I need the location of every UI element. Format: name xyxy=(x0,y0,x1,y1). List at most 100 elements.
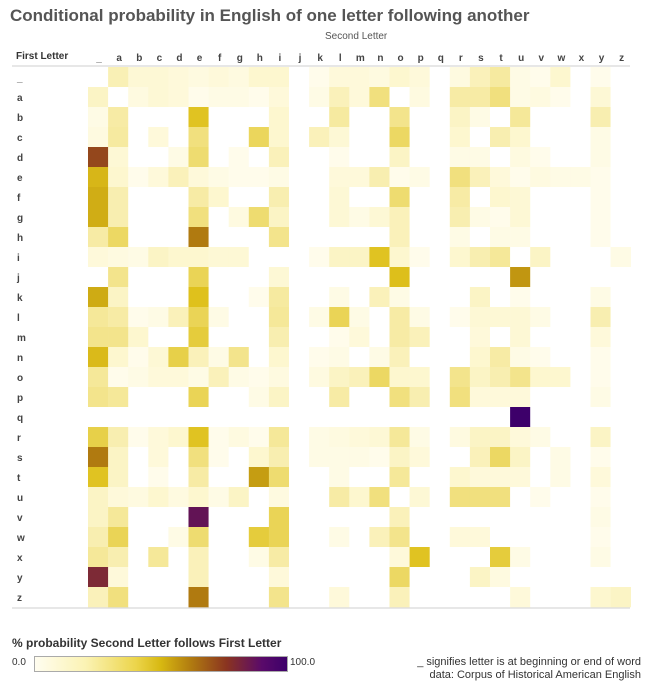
heatmap-cell-y-t[interactable] xyxy=(490,567,511,588)
heatmap-cell-x-s[interactable] xyxy=(469,547,491,568)
heatmap-cell-i-h[interactable] xyxy=(248,247,270,268)
heatmap-cell-n-w[interactable] xyxy=(550,347,571,368)
heatmap-cell-f-s[interactable] xyxy=(469,187,491,208)
heatmap-cell-e-f[interactable] xyxy=(208,167,229,188)
heatmap-cell-p-q[interactable] xyxy=(429,387,451,408)
heatmap-cell-r-w[interactable] xyxy=(550,427,571,448)
heatmap-cell-i-d[interactable] xyxy=(168,247,189,268)
heatmap-cell-g-s[interactable] xyxy=(469,207,491,228)
heatmap-cell-b-u[interactable] xyxy=(510,107,531,128)
heatmap-cell-a-y[interactable] xyxy=(590,87,611,108)
heatmap-cell-v-k[interactable] xyxy=(309,507,330,528)
heatmap-cell-v-i[interactable] xyxy=(268,507,290,528)
heatmap-cell-f-a[interactable] xyxy=(108,187,129,208)
heatmap-cell-c-z[interactable] xyxy=(610,127,631,148)
heatmap-cell-l-g[interactable] xyxy=(228,307,250,328)
heatmap-cell-t-k[interactable] xyxy=(309,467,330,488)
heatmap-cell-b-g[interactable] xyxy=(228,107,250,128)
heatmap-cell-j-b[interactable] xyxy=(128,267,149,288)
heatmap-cell-q-z[interactable] xyxy=(610,407,631,428)
heatmap-cell-e-j[interactable] xyxy=(289,167,310,188)
heatmap-cell-i-n[interactable] xyxy=(369,247,390,268)
heatmap-cell-k-b[interactable] xyxy=(128,287,149,308)
heatmap-cell-b-j[interactable] xyxy=(289,107,310,128)
heatmap-cell-l-n[interactable] xyxy=(369,307,390,328)
heatmap-cell-z-v[interactable] xyxy=(530,587,551,608)
heatmap-cell-q-x[interactable] xyxy=(570,407,591,428)
heatmap-cell-b-b[interactable] xyxy=(128,107,149,128)
heatmap-cell-a-q[interactable] xyxy=(429,87,451,108)
heatmap-cell-f-g[interactable] xyxy=(228,187,250,208)
heatmap-cell-underscore-q[interactable] xyxy=(429,67,451,88)
heatmap-cell-o-h[interactable] xyxy=(248,367,270,388)
heatmap-cell-d-l[interactable] xyxy=(329,147,350,168)
heatmap-cell-underscore-d[interactable] xyxy=(168,67,189,88)
heatmap-cell-o-f[interactable] xyxy=(208,367,229,388)
heatmap-cell-p-k[interactable] xyxy=(309,387,330,408)
heatmap-cell-v-y[interactable] xyxy=(590,507,611,528)
heatmap-cell-n-c[interactable] xyxy=(148,347,169,368)
heatmap-cell-k-y[interactable] xyxy=(590,287,611,308)
heatmap-cell-b-w[interactable] xyxy=(550,107,571,128)
heatmap-cell-v-g[interactable] xyxy=(228,507,250,528)
heatmap-cell-c-e[interactable] xyxy=(188,127,209,148)
heatmap-cell-j-underscore[interactable] xyxy=(88,267,109,288)
heatmap-cell-q-e[interactable] xyxy=(188,407,209,428)
heatmap-cell-z-c[interactable] xyxy=(148,587,169,608)
heatmap-cell-f-u[interactable] xyxy=(510,187,531,208)
heatmap-cell-k-n[interactable] xyxy=(369,287,390,308)
heatmap-cell-e-s[interactable] xyxy=(469,167,491,188)
heatmap-cell-n-k[interactable] xyxy=(309,347,330,368)
heatmap-cell-y-o[interactable] xyxy=(389,567,410,588)
heatmap-cell-z-i[interactable] xyxy=(268,587,290,608)
heatmap-cell-y-z[interactable] xyxy=(610,567,631,588)
heatmap-cell-x-e[interactable] xyxy=(188,547,209,568)
heatmap-cell-i-u[interactable] xyxy=(510,247,531,268)
heatmap-cell-p-c[interactable] xyxy=(148,387,169,408)
heatmap-cell-r-r[interactable] xyxy=(449,427,471,448)
heatmap-cell-h-r[interactable] xyxy=(449,227,471,248)
heatmap-cell-m-a[interactable] xyxy=(108,327,129,348)
heatmap-cell-n-j[interactable] xyxy=(289,347,310,368)
heatmap-cell-b-z[interactable] xyxy=(610,107,631,128)
heatmap-cell-r-t[interactable] xyxy=(490,427,511,448)
heatmap-cell-r-v[interactable] xyxy=(530,427,551,448)
heatmap-cell-u-underscore[interactable] xyxy=(88,487,109,508)
heatmap-cell-r-a[interactable] xyxy=(108,427,129,448)
heatmap-cell-v-o[interactable] xyxy=(389,507,410,528)
heatmap-cell-l-p[interactable] xyxy=(409,307,430,328)
heatmap-cell-i-v[interactable] xyxy=(530,247,551,268)
heatmap-cell-m-p[interactable] xyxy=(409,327,430,348)
heatmap-cell-y-n[interactable] xyxy=(369,567,390,588)
heatmap-cell-t-c[interactable] xyxy=(148,467,169,488)
heatmap-cell-t-j[interactable] xyxy=(289,467,310,488)
heatmap-cell-u-w[interactable] xyxy=(550,487,571,508)
heatmap-cell-h-k[interactable] xyxy=(309,227,330,248)
heatmap-cell-l-t[interactable] xyxy=(490,307,511,328)
heatmap-cell-b-e[interactable] xyxy=(188,107,209,128)
heatmap-cell-j-g[interactable] xyxy=(228,267,250,288)
heatmap-cell-b-s[interactable] xyxy=(469,107,491,128)
heatmap-cell-e-w[interactable] xyxy=(550,167,571,188)
heatmap-cell-q-a[interactable] xyxy=(108,407,129,428)
heatmap-cell-q-h[interactable] xyxy=(248,407,270,428)
heatmap-cell-n-l[interactable] xyxy=(329,347,350,368)
heatmap-cell-f-l[interactable] xyxy=(329,187,350,208)
heatmap-cell-j-e[interactable] xyxy=(188,267,209,288)
heatmap-cell-c-u[interactable] xyxy=(510,127,531,148)
heatmap-cell-j-z[interactable] xyxy=(610,267,631,288)
heatmap-cell-y-k[interactable] xyxy=(309,567,330,588)
heatmap-cell-j-t[interactable] xyxy=(490,267,511,288)
heatmap-cell-u-x[interactable] xyxy=(570,487,591,508)
heatmap-cell-h-g[interactable] xyxy=(228,227,250,248)
heatmap-cell-u-p[interactable] xyxy=(409,487,430,508)
heatmap-cell-u-z[interactable] xyxy=(610,487,631,508)
heatmap-cell-r-c[interactable] xyxy=(148,427,169,448)
heatmap-cell-r-j[interactable] xyxy=(289,427,310,448)
heatmap-cell-u-j[interactable] xyxy=(289,487,310,508)
heatmap-cell-s-x[interactable] xyxy=(570,447,591,468)
heatmap-cell-f-q[interactable] xyxy=(429,187,451,208)
heatmap-cell-g-j[interactable] xyxy=(289,207,310,228)
heatmap-cell-k-g[interactable] xyxy=(228,287,250,308)
heatmap-cell-k-m[interactable] xyxy=(349,287,370,308)
